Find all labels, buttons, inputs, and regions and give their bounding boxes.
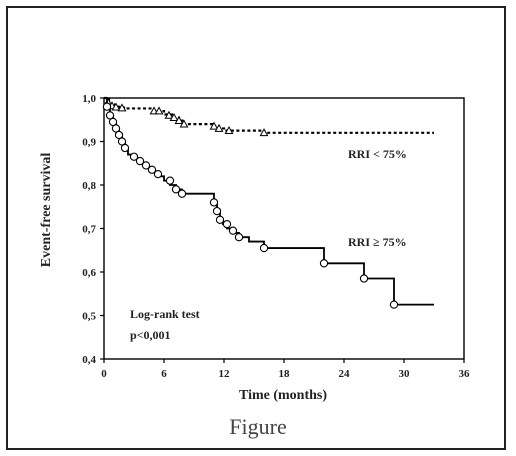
censor-marker-circle <box>165 176 175 185</box>
censor-marker-triangle <box>154 106 164 115</box>
censor-marker-triangle <box>209 121 219 130</box>
censor-marker-triangle <box>164 110 174 119</box>
censor-marker-triangle <box>169 112 179 121</box>
censor-marker-triangle <box>214 123 224 132</box>
y-tick-label: 0,5 <box>82 311 96 323</box>
x-tick-label: 24 <box>339 368 351 380</box>
y-tick-label: 0,7 <box>82 224 96 236</box>
censor-marker-circle <box>259 243 269 253</box>
censor-marker-triangle <box>117 103 127 112</box>
censor-marker-circle <box>111 124 121 133</box>
p-value-label: p<0,001 <box>130 328 171 342</box>
censor-marker-circle <box>234 233 244 242</box>
censor-marker-circle <box>114 130 124 140</box>
censor-marker-triangle <box>224 125 234 135</box>
censor-marker-circle <box>108 117 118 127</box>
y-tick-label: 0,9 <box>82 137 96 149</box>
censor-marker-circle <box>147 165 157 174</box>
censor-marker-triangle <box>259 128 269 137</box>
series-label-rri-high: RRI ≥ 75% <box>348 235 407 249</box>
y-tick-label: 0,4 <box>82 354 96 366</box>
series-line-rri-low <box>104 96 434 134</box>
logrank-test-label: Log-rank test <box>130 307 200 321</box>
censor-marker-circle <box>389 300 399 309</box>
censor-marker-circle <box>141 161 151 170</box>
y-tick-label: 0,8 <box>82 180 96 192</box>
censor-marker-circle <box>153 169 163 179</box>
x-tick-label: 30 <box>399 368 411 380</box>
y-axis-title: Event-free survival <box>39 153 54 268</box>
censor-marker-circle <box>129 152 139 161</box>
censor-marker-triangle <box>179 119 189 128</box>
censor-marker-circle <box>215 215 225 224</box>
y-ticks: 0,4 0,5 0,6 0,7 0,8 0,9 1,0 <box>82 93 104 366</box>
y-tick-label: 0,6 <box>82 267 96 279</box>
x-tick-label: 6 <box>161 368 167 380</box>
x-axis-title: Time (months) <box>239 388 327 403</box>
series-line-rri-high <box>104 97 434 306</box>
censor-marker-circle <box>171 185 181 194</box>
censor-marker-circle <box>135 156 145 166</box>
censor-marker-circle <box>177 189 187 198</box>
x-tick-label: 18 <box>279 368 291 380</box>
x-tick-label: 0 <box>101 368 107 380</box>
x-tick-label: 36 <box>459 368 471 380</box>
series-layer <box>102 96 434 309</box>
x-tick-label: 12 <box>219 368 231 380</box>
y-tick-label: 1,0 <box>82 93 96 105</box>
x-ticks: 0 6 12 18 24 30 36 <box>101 359 470 380</box>
censor-marker-circle <box>222 219 232 229</box>
censor-marker-circle <box>319 259 329 268</box>
censor-marker-circle <box>359 274 369 283</box>
censor-marker-circle <box>120 143 130 153</box>
censor-marker-circle <box>105 111 115 120</box>
censor-marker-circle <box>212 206 222 216</box>
censor-marker-triangle <box>174 115 184 124</box>
censor-marker-circle <box>209 198 219 207</box>
censor-marker-triangle <box>111 102 121 111</box>
figure-caption: Figure <box>229 414 287 439</box>
censor-marker-circle <box>117 137 127 146</box>
censor-marker-circle <box>228 226 238 235</box>
censor-marker-circle <box>102 102 112 111</box>
figure-frame <box>6 6 506 450</box>
series-label-rri-low: RRI < 75% <box>348 147 407 161</box>
